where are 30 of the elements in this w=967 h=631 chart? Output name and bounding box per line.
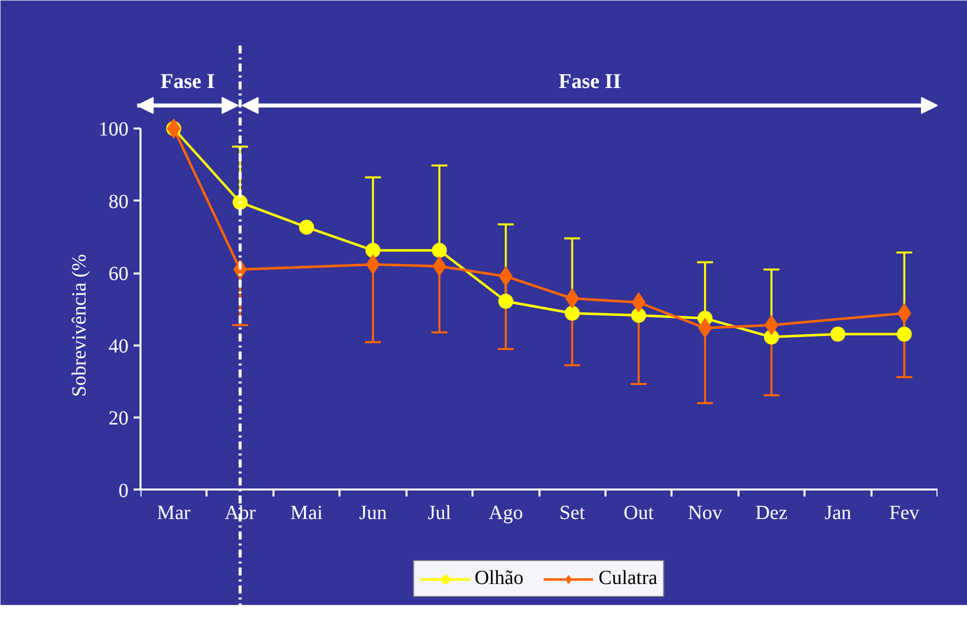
y-tick-label: 40 bbox=[108, 335, 128, 358]
y-tick-label: 0 bbox=[118, 480, 128, 502]
legend-label: Culatra bbox=[598, 567, 658, 590]
x-tick-label: Jan bbox=[824, 502, 852, 524]
x-tick-label: Ago bbox=[488, 502, 524, 524]
x-tick-label: Jul bbox=[428, 502, 452, 524]
text: Fase II bbox=[558, 68, 622, 93]
legend-label: Olhão bbox=[474, 567, 524, 590]
x-tick-label: Nov bbox=[688, 502, 722, 524]
y-tick-label: 100 bbox=[98, 118, 128, 141]
x-tick-label: Fev bbox=[889, 502, 920, 524]
x-tick-label: Mai bbox=[290, 502, 324, 524]
x-tick-label: Set bbox=[559, 502, 586, 524]
x-tick-label: Dez bbox=[755, 502, 788, 524]
point bbox=[896, 326, 912, 342]
y-tick-label: 60 bbox=[108, 263, 128, 286]
point bbox=[432, 242, 447, 258]
point bbox=[365, 242, 380, 258]
point bbox=[299, 220, 314, 235]
x-tick-label: Mar bbox=[157, 502, 191, 524]
text: Fase I bbox=[160, 68, 215, 93]
y-tick-label: 20 bbox=[108, 408, 128, 430]
y-axis-title: Sobrevivência (% bbox=[68, 254, 90, 397]
point bbox=[830, 326, 846, 342]
point bbox=[498, 294, 514, 309]
point bbox=[631, 308, 646, 323]
point bbox=[564, 306, 580, 321]
x-tick-label: Out bbox=[624, 502, 654, 524]
x-tick-label: Jun bbox=[359, 502, 387, 524]
y-tick-label: 80 bbox=[108, 190, 128, 213]
